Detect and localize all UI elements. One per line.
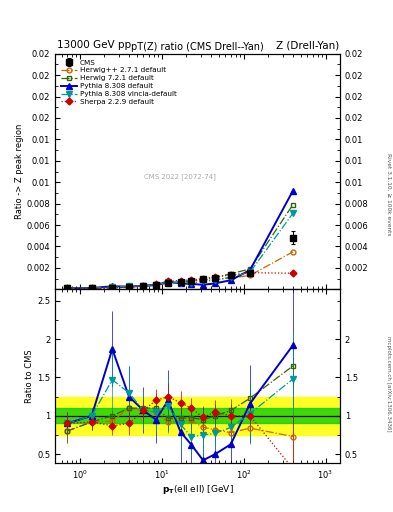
Pythia 8.308 default [89, 285, 94, 291]
Pythia 8.308 default [201, 282, 206, 288]
Herwig 7.2.1 default [290, 202, 295, 208]
Herwig 7.2.1 default [248, 266, 252, 272]
Herwig 7.2.1 default [201, 276, 206, 282]
Herwig++ 2.7.1 default [228, 275, 233, 281]
Herwig 7.2.1 default [141, 283, 146, 289]
Sherpa 2.2.9 default [166, 278, 171, 284]
Sherpa 2.2.9 default [154, 281, 158, 287]
Herwig 7.2.1 default [89, 285, 94, 291]
Line: Herwig++ 2.7.1 default: Herwig++ 2.7.1 default [64, 249, 295, 291]
Title: pT(Z) ratio (CMS Drell--Yan): pT(Z) ratio (CMS Drell--Yan) [131, 41, 264, 52]
Herwig++ 2.7.1 default [201, 277, 206, 283]
Pythia 8.308 default [64, 285, 69, 291]
Pythia 8.308 vincia-default [127, 284, 131, 290]
Sherpa 2.2.9 default [189, 277, 194, 283]
Pythia 8.308 vincia-default [248, 269, 252, 275]
Pythia 8.308 default [178, 280, 183, 286]
Sherpa 2.2.9 default [89, 285, 94, 291]
Pythia 8.308 vincia-default [64, 285, 69, 291]
Pythia 8.308 vincia-default [154, 282, 158, 288]
Herwig++ 2.7.1 default [154, 282, 158, 288]
Pythia 8.308 default [228, 277, 233, 283]
Text: 13000 GeV pp: 13000 GeV pp [57, 40, 131, 50]
Sherpa 2.2.9 default [228, 272, 233, 278]
Herwig 7.2.1 default [178, 279, 183, 285]
Herwig++ 2.7.1 default [166, 280, 171, 286]
Herwig 7.2.1 default [127, 284, 131, 290]
Pythia 8.308 vincia-default [89, 285, 94, 291]
Pythia 8.308 default [141, 283, 146, 289]
Pythia 8.308 default [154, 282, 158, 288]
Herwig++ 2.7.1 default [141, 283, 146, 289]
Herwig++ 2.7.1 default [89, 285, 94, 291]
Herwig 7.2.1 default [154, 282, 158, 288]
Pythia 8.308 default [248, 267, 252, 273]
Y-axis label: Ratio to CMS: Ratio to CMS [25, 350, 34, 403]
Line: Pythia 8.308 default: Pythia 8.308 default [64, 188, 296, 291]
Pythia 8.308 default [166, 279, 171, 285]
Pythia 8.308 vincia-default [213, 277, 217, 283]
Pythia 8.308 vincia-default [141, 283, 146, 289]
Line: Pythia 8.308 vincia-default: Pythia 8.308 vincia-default [64, 210, 296, 291]
Pythia 8.308 vincia-default [166, 279, 171, 285]
Sherpa 2.2.9 default [64, 285, 69, 291]
Pythia 8.308 default [127, 284, 131, 290]
Herwig++ 2.7.1 default [189, 278, 194, 284]
Sherpa 2.2.9 default [178, 278, 183, 284]
Herwig++ 2.7.1 default [248, 272, 252, 279]
Sherpa 2.2.9 default [201, 276, 206, 282]
Text: CMS 2022 [2072-74]: CMS 2022 [2072-74] [145, 173, 216, 180]
Pythia 8.308 default [189, 281, 194, 287]
Herwig 7.2.1 default [166, 280, 171, 286]
Pythia 8.308 vincia-default [189, 280, 194, 286]
Sherpa 2.2.9 default [127, 284, 131, 290]
Sherpa 2.2.9 default [248, 270, 252, 276]
Herwig++ 2.7.1 default [127, 284, 131, 290]
Sherpa 2.2.9 default [290, 270, 295, 276]
Pythia 8.308 vincia-default [228, 274, 233, 280]
Y-axis label: Ratio -> Z peak region: Ratio -> Z peak region [15, 124, 24, 219]
Herwig 7.2.1 default [64, 285, 69, 291]
Herwig++ 2.7.1 default [290, 249, 295, 255]
Sherpa 2.2.9 default [141, 283, 146, 289]
Sherpa 2.2.9 default [213, 274, 217, 280]
Herwig++ 2.7.1 default [110, 285, 115, 291]
Pythia 8.308 default [110, 283, 115, 289]
Pythia 8.308 vincia-default [110, 284, 115, 290]
Pythia 8.308 vincia-default [290, 210, 295, 217]
Legend: CMS, Herwig++ 2.7.1 default, Herwig 7.2.1 default, Pythia 8.308 default, Pythia : CMS, Herwig++ 2.7.1 default, Herwig 7.2.… [59, 57, 178, 107]
Herwig 7.2.1 default [189, 278, 194, 284]
Sherpa 2.2.9 default [110, 285, 115, 291]
Pythia 8.308 default [290, 188, 295, 194]
Line: Herwig 7.2.1 default: Herwig 7.2.1 default [64, 202, 295, 291]
Pythia 8.308 vincia-default [201, 278, 206, 284]
Herwig++ 2.7.1 default [64, 285, 69, 291]
Text: Rivet 3.1.10, ≥ 100k events: Rivet 3.1.10, ≥ 100k events [386, 153, 391, 236]
Herwig++ 2.7.1 default [178, 279, 183, 285]
Pythia 8.308 vincia-default [178, 280, 183, 286]
Text: Z (Drell-Yan): Z (Drell-Yan) [276, 40, 339, 50]
Herwig 7.2.1 default [213, 274, 217, 281]
Text: mcplots.cern.ch [arXiv:1306.3436]: mcplots.cern.ch [arXiv:1306.3436] [386, 336, 391, 432]
X-axis label: $\mathbf{p_T}$(ell ell) [GeV]: $\mathbf{p_T}$(ell ell) [GeV] [162, 483, 233, 497]
Line: Sherpa 2.2.9 default: Sherpa 2.2.9 default [64, 270, 295, 291]
Herwig 7.2.1 default [110, 285, 115, 291]
Pythia 8.308 default [213, 280, 217, 286]
Herwig 7.2.1 default [228, 271, 233, 277]
Herwig++ 2.7.1 default [213, 276, 217, 283]
